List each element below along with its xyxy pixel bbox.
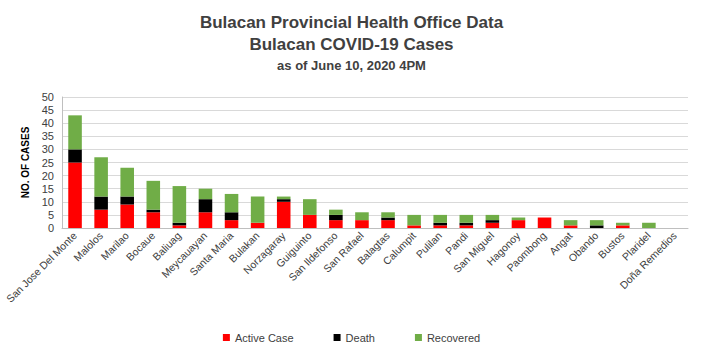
svg-text:Obando: Obando [566,230,600,264]
svg-text:NO. OF CASES: NO. OF CASES [20,126,31,198]
svg-text:Plaridel: Plaridel [620,230,653,263]
svg-text:Bulacan COVID-19 Cases: Bulacan COVID-19 Cases [249,35,453,54]
svg-text:Bulakan: Bulakan [226,230,262,265]
svg-text:Meycauayan: Meycauayan [159,230,210,280]
svg-text:Bustos: Bustos [596,230,627,261]
svg-text:Balagtas: Balagtas [355,230,392,267]
svg-text:25: 25 [42,157,54,169]
svg-text:Pandi: Pandi [443,230,471,257]
svg-text:Pulilan: Pulilan [414,230,444,260]
svg-text:Bocaue: Bocaue [124,230,157,263]
svg-text:San Miguel: San Miguel [451,230,496,275]
svg-text:5: 5 [48,209,54,221]
svg-text:Guiguinto: Guiguinto [274,230,314,270]
svg-text:as of June 10, 2020 4PM: as of June 10, 2020 4PM [277,58,426,73]
svg-text:10: 10 [42,196,54,208]
svg-text:Recovered: Recovered [427,332,480,344]
svg-text:Calumpit: Calumpit [381,230,418,267]
svg-text:Death: Death [346,332,375,344]
svg-text:45: 45 [42,104,54,116]
svg-text:35: 35 [42,130,54,142]
svg-text:Active Case: Active Case [235,332,294,344]
svg-text:San Ildefonso: San Ildefonso [286,230,340,284]
svg-text:50: 50 [42,91,54,103]
svg-text:Baliuag: Baliuag [150,230,184,263]
svg-text:San Jose Del Monte: San Jose Del Monte [4,230,79,305]
svg-text:40: 40 [42,117,54,129]
svg-text:Doña Remedios: Doña Remedios [618,230,679,291]
svg-text:Bulacan Provincial Health Offi: Bulacan Provincial Health Office Data [200,13,504,32]
svg-text:Marilao: Marilao [99,230,132,263]
svg-text:Hagonoy: Hagonoy [484,230,523,268]
svg-text:30: 30 [42,143,54,155]
svg-text:Paombong: Paombong [505,230,549,274]
svg-text:Norzagaray: Norzagaray [241,230,288,277]
svg-text:Malolos: Malolos [72,230,105,263]
svg-text:20: 20 [42,170,54,182]
svg-text:15: 15 [42,183,54,195]
svg-text:Santa Maria: Santa Maria [188,230,236,278]
svg-text:0: 0 [48,222,54,234]
svg-text:San Rafael: San Rafael [321,230,365,274]
svg-text:Angat: Angat [547,230,575,258]
